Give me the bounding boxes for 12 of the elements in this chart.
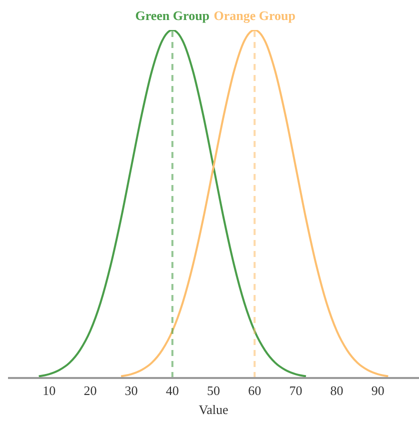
x-tick-label: 10: [42, 383, 56, 398]
x-tick-label: 40: [166, 383, 179, 398]
ref-line-label: Green Group: [135, 8, 210, 23]
x-tick-label: 60: [248, 383, 262, 398]
x-tick-label: 70: [289, 383, 302, 398]
x-tick-label: 80: [330, 383, 344, 398]
x-tick-label: 50: [207, 383, 220, 398]
x-axis-title: Value: [198, 402, 229, 417]
x-tick-label: 30: [124, 383, 138, 398]
x-tick-label: 20: [84, 383, 97, 398]
ref-line-label: Orange Group: [214, 8, 296, 23]
x-tick-label: 90: [371, 383, 384, 398]
